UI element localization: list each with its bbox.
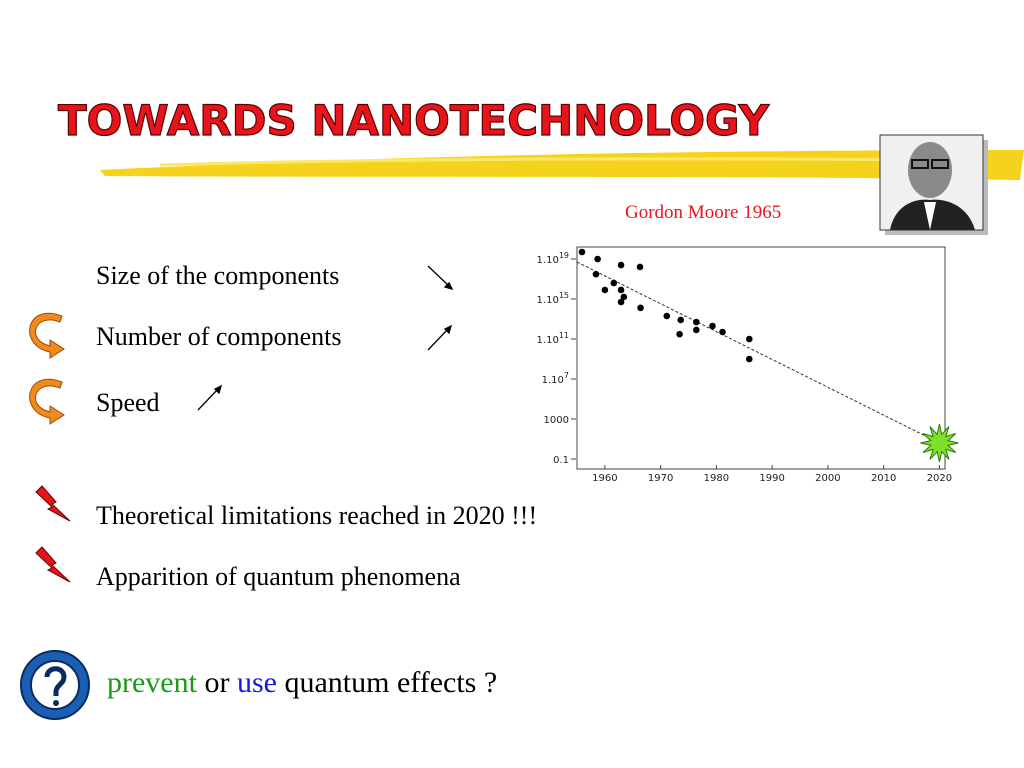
data-point bbox=[578, 248, 586, 256]
bullet: Apparition of quantum phenomena bbox=[96, 562, 461, 591]
data-point bbox=[617, 261, 625, 269]
y-tick-label: 1.1011 bbox=[537, 331, 569, 346]
bullet: Size of the components bbox=[96, 261, 339, 290]
data-point bbox=[693, 318, 700, 326]
word: quantum effects ? bbox=[284, 666, 497, 699]
data-point bbox=[693, 326, 700, 334]
y-tick-exponent: 19 bbox=[559, 251, 569, 260]
y-tick-label: 1.1015 bbox=[537, 291, 569, 306]
photo-caption: Gordon Moore 1965 bbox=[625, 202, 781, 223]
y-tick-exponent: 7 bbox=[564, 371, 569, 380]
data-point bbox=[594, 255, 601, 263]
title-underline bbox=[100, 150, 1024, 180]
word: prevent bbox=[107, 666, 198, 699]
data-point bbox=[745, 355, 753, 363]
word: or bbox=[204, 666, 229, 699]
data-point bbox=[663, 312, 671, 320]
y-tick-text: 0.1 bbox=[553, 455, 569, 466]
trend-arrows bbox=[197, 265, 454, 411]
data-point bbox=[620, 293, 628, 301]
question-line: prevent or use quantum effects ? bbox=[107, 666, 497, 699]
data-point bbox=[592, 270, 600, 278]
y-tick-text: 1.10 bbox=[537, 295, 559, 306]
data-point bbox=[676, 330, 683, 338]
y-tick-label: 1.1019 bbox=[537, 251, 569, 266]
data-point bbox=[677, 316, 685, 324]
y-tick-text: 1.10 bbox=[537, 255, 559, 266]
trend-line bbox=[576, 261, 940, 444]
plot-frame bbox=[576, 246, 946, 470]
bullet: Number of components bbox=[96, 322, 342, 351]
x-tick-label: 1990 bbox=[759, 473, 784, 484]
lightning-icon bbox=[35, 485, 71, 583]
x-tick-label: 1980 bbox=[704, 473, 729, 484]
data-point bbox=[709, 322, 716, 330]
photo bbox=[879, 134, 988, 235]
data-point bbox=[636, 263, 644, 271]
data-point bbox=[745, 335, 753, 343]
title: TOWARDS NANOTECHNOLOGY bbox=[58, 96, 770, 145]
y-tick-exponent: 15 bbox=[559, 291, 569, 300]
data-point bbox=[601, 286, 609, 294]
bullet: Speed bbox=[96, 388, 160, 417]
data-point bbox=[719, 328, 726, 336]
data-point bbox=[617, 286, 625, 294]
x-tick-label: 1960 bbox=[592, 473, 617, 484]
y-tick-text: 1.10 bbox=[542, 375, 564, 386]
y-tick-text: 1000 bbox=[544, 415, 569, 426]
data-point bbox=[610, 279, 618, 287]
data-point bbox=[637, 304, 644, 312]
x-tick-label: 1970 bbox=[648, 473, 673, 484]
y-tick-text: 1.10 bbox=[537, 335, 559, 346]
bullet: Theoretical limitations reached in 2020 … bbox=[96, 501, 537, 530]
x-tick-label: 2020 bbox=[927, 473, 952, 484]
x-tick-label: 2010 bbox=[871, 473, 896, 484]
word: use bbox=[237, 666, 277, 699]
y-tick-label: 1000 bbox=[544, 415, 569, 426]
star-marker bbox=[920, 423, 959, 463]
question-icon bbox=[20, 650, 90, 720]
data-point bbox=[617, 298, 625, 306]
y-tick-label: 1.107 bbox=[542, 371, 569, 386]
curved-arrow-icon bbox=[29, 313, 65, 425]
underline-highlight bbox=[159, 157, 961, 167]
x-tick-label: 2000 bbox=[815, 473, 840, 484]
y-tick-exponent: 11 bbox=[559, 331, 569, 340]
y-tick-label: 0.1 bbox=[553, 455, 569, 466]
